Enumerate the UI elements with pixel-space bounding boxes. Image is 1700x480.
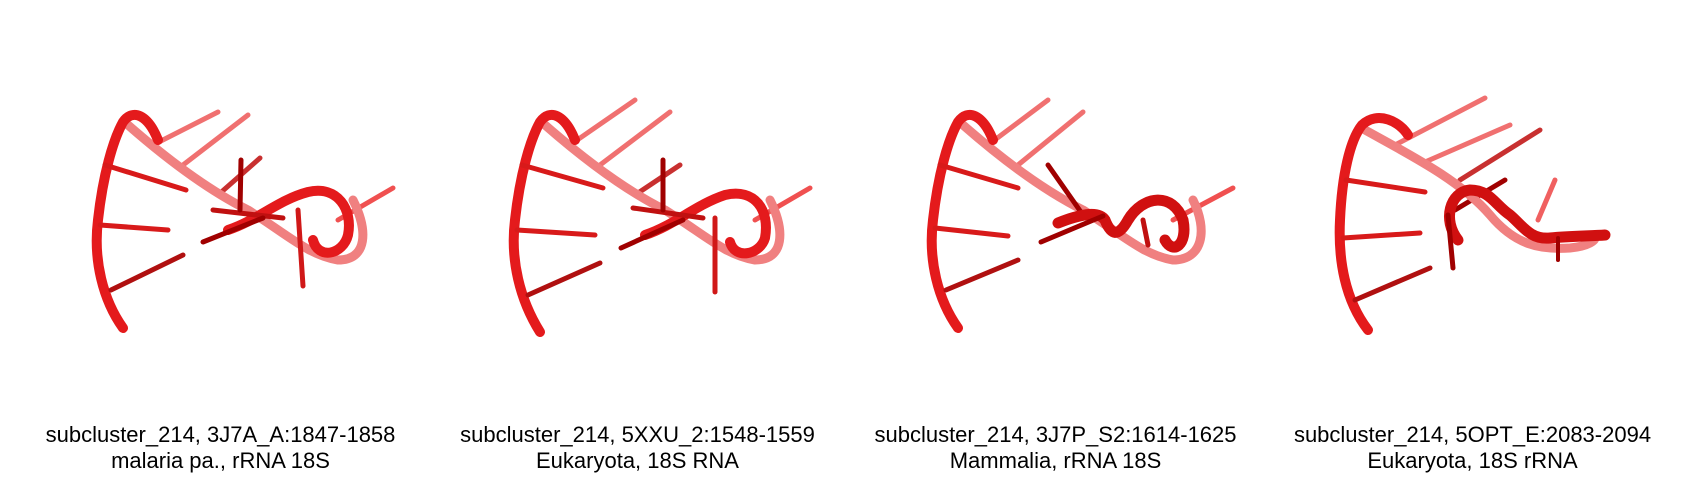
base-pair-rung — [985, 97, 1051, 148]
base-pair-rung — [514, 227, 598, 238]
base-pair-rung — [150, 109, 221, 148]
base-pair-rung — [1038, 213, 1106, 245]
backbone-strand-back — [1360, 125, 1600, 253]
base-pair-rung — [295, 207, 306, 289]
base-pair-rung — [632, 162, 683, 198]
structure-caption: subcluster_214, 3J7A_A:1847-1858 malaria… — [8, 422, 433, 474]
backbone-strand-front — [508, 109, 580, 337]
base-pair-rung — [210, 207, 286, 221]
base-pair-rung — [597, 109, 673, 168]
caption-organism-line: malaria pa., rRNA 18S — [111, 448, 330, 473]
base-pair-rung — [618, 217, 686, 251]
backbone-strand-front — [1334, 113, 1413, 335]
base-pair-rung — [102, 162, 189, 193]
caption-id-line: subcluster_214, 5OPT_E:2083-2094 — [1293, 422, 1652, 447]
structure-panel-3: subcluster_214, 3J7P_S2:1614-1625 Mammal… — [843, 0, 1268, 480]
base-pair-rung — [937, 162, 1021, 191]
backbone-strand-front — [91, 109, 163, 333]
rna-structure-render — [1334, 95, 1611, 335]
caption-organism-line: Eukaryota, 18S rRNA — [1367, 448, 1578, 473]
base-pair-rung — [1015, 109, 1086, 168]
base-pair-rung — [1457, 127, 1543, 183]
base-pair-rung — [1422, 122, 1513, 165]
base-pair-rung — [97, 222, 171, 233]
base-pair-rung — [180, 112, 251, 168]
base-pair-rung — [525, 260, 603, 298]
backbone-strand-back — [123, 120, 368, 265]
caption-id-line: subcluster_214, 3J7P_S2:1614-1625 — [874, 422, 1237, 447]
backbone-loop — [223, 185, 354, 258]
rna-structure-render — [91, 109, 396, 333]
base-pair-rung — [1140, 217, 1151, 248]
base-pair-rung — [1343, 177, 1428, 195]
backbone-loop — [1444, 184, 1611, 246]
backbone-loop — [1052, 194, 1190, 253]
base-pair-rung — [630, 205, 706, 221]
base-pair-rung — [1340, 230, 1423, 241]
caption-id-line: subcluster_214, 3J7A_A:1847-1858 — [45, 422, 396, 447]
base-pair-rung — [108, 252, 186, 293]
structure-caption: subcluster_214, 5XXU_2:1548-1559 Eukaryo… — [425, 422, 850, 474]
backbone-strand-back — [540, 120, 785, 265]
base-pair-rung — [237, 157, 244, 213]
caption-id-line: subcluster_214, 5XXU_2:1548-1559 — [460, 422, 815, 447]
caption-organism-line: Eukaryota, 18S RNA — [536, 448, 739, 473]
base-pair-rung — [1445, 212, 1456, 271]
backbone-strand-front — [926, 109, 998, 333]
caption-organism-line: Mammalia, rRNA 18S — [949, 448, 1162, 473]
structure-caption: subcluster_214, 3J7P_S2:1614-1625 Mammal… — [843, 422, 1268, 474]
structure-panel-4: subcluster_214, 5OPT_E:2083-2094 Eukaryo… — [1260, 0, 1685, 480]
structure-caption: subcluster_214, 5OPT_E:2083-2094 Eukaryo… — [1260, 422, 1685, 474]
structure-panel-1: subcluster_214, 3J7A_A:1847-1858 malaria… — [8, 0, 433, 480]
base-pair-rung — [567, 97, 638, 148]
base-pair-rung — [1535, 177, 1558, 223]
base-pair-rung — [943, 257, 1021, 293]
base-pair-rung — [1045, 162, 1086, 218]
base-pair-rung — [932, 225, 1011, 239]
base-pair-rung — [200, 215, 266, 245]
structure-panel-2: subcluster_214, 5XXU_2:1548-1559 Eukaryo… — [425, 0, 850, 480]
base-pair-rung — [1352, 265, 1433, 303]
base-pair-rung — [519, 162, 606, 191]
rna-structure-render — [926, 97, 1236, 333]
rna-structure-render — [508, 97, 813, 337]
